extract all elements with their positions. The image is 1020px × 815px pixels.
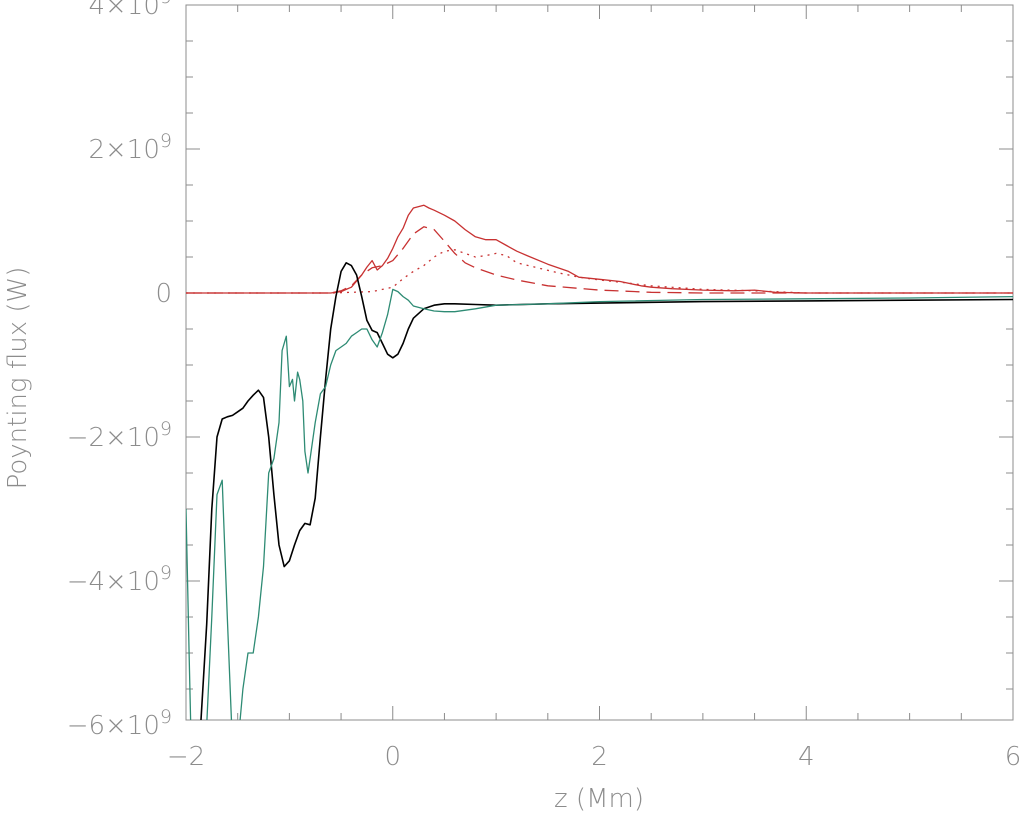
x-tick-label: −2 [167, 742, 205, 772]
y-tick-label: −4×109 [67, 562, 172, 597]
x-tick-label: 6 [1005, 742, 1020, 772]
x-tick-labels: −2 0 2 4 6 [167, 742, 1020, 772]
x-tick-label: 4 [798, 742, 815, 772]
y-tick-label: 2×109 [88, 130, 172, 165]
series-layer [186, 204, 1013, 720]
series-line-1 [186, 204, 1013, 294]
plot-frame [185, 4, 1014, 721]
series-line-3 [186, 249, 1013, 294]
y-tick-label: 4×109 [88, 0, 172, 21]
y-tick-label: −2×109 [67, 418, 172, 453]
y-tick-label: 0 [155, 279, 172, 309]
series-line-5 [186, 288, 1013, 720]
y-tick-label: −6×109 [67, 706, 172, 741]
x-tick-label: 2 [591, 742, 608, 772]
x-axis-label: z (Mm) [554, 784, 644, 814]
series-line-2 [186, 226, 1013, 294]
minor-ticks [185, 4, 1014, 720]
series-line-4 [200, 262, 1013, 720]
y-tick-labels: 4×109 2×109 0 −2×109 −4×109 −6×109 [67, 0, 172, 741]
x-tick-label: 0 [384, 742, 401, 772]
y-axis-label: Poynting flux (W) [3, 267, 33, 490]
